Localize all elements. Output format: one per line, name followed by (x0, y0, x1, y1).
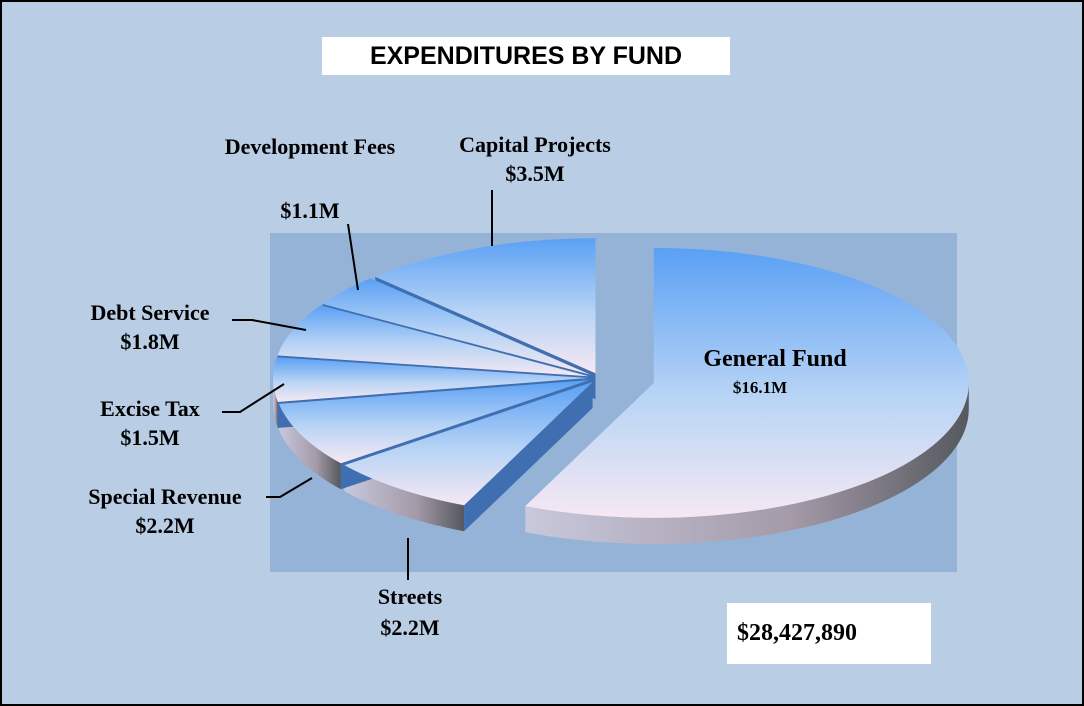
slice-side (278, 403, 341, 490)
slice-label: Development Fees (224, 134, 396, 159)
value-label: $16.1M (732, 378, 788, 397)
value-label: $3.5M (505, 161, 565, 186)
slice-label: Streets (377, 584, 443, 609)
value-label: $1.1M (280, 198, 340, 223)
leader-line (232, 319, 307, 331)
value-label: $1.5M (120, 425, 180, 450)
leader-lines (222, 190, 493, 580)
leader-line (222, 383, 285, 413)
pie-slice (322, 278, 591, 375)
chart-title: EXPENDITURES BY FUND (322, 37, 730, 75)
total-annotation: $28,427,890 (727, 603, 931, 664)
slice-side (525, 382, 969, 544)
pie-slice (278, 380, 590, 464)
slice-label: Excise Tax (100, 396, 200, 421)
leader-line (266, 477, 313, 498)
slice-side (344, 465, 465, 532)
slice-label: General Fund (703, 346, 847, 372)
slice-wall (464, 382, 593, 532)
pie-slice (344, 382, 593, 506)
leader-line (347, 223, 359, 291)
pie-slice (525, 247, 969, 518)
slice-label: Debt Service (90, 300, 210, 325)
pie-slice (273, 357, 589, 402)
slices (273, 238, 969, 544)
value-label: $2.2M (380, 615, 440, 640)
value-label: $1.8M (120, 329, 180, 354)
pie-slice (375, 238, 596, 374)
slice-label: Capital Projects (459, 132, 611, 157)
slice-label: Special Revenue (88, 484, 242, 509)
pie-slice (277, 305, 589, 377)
value-label: $2.2M (135, 513, 195, 538)
